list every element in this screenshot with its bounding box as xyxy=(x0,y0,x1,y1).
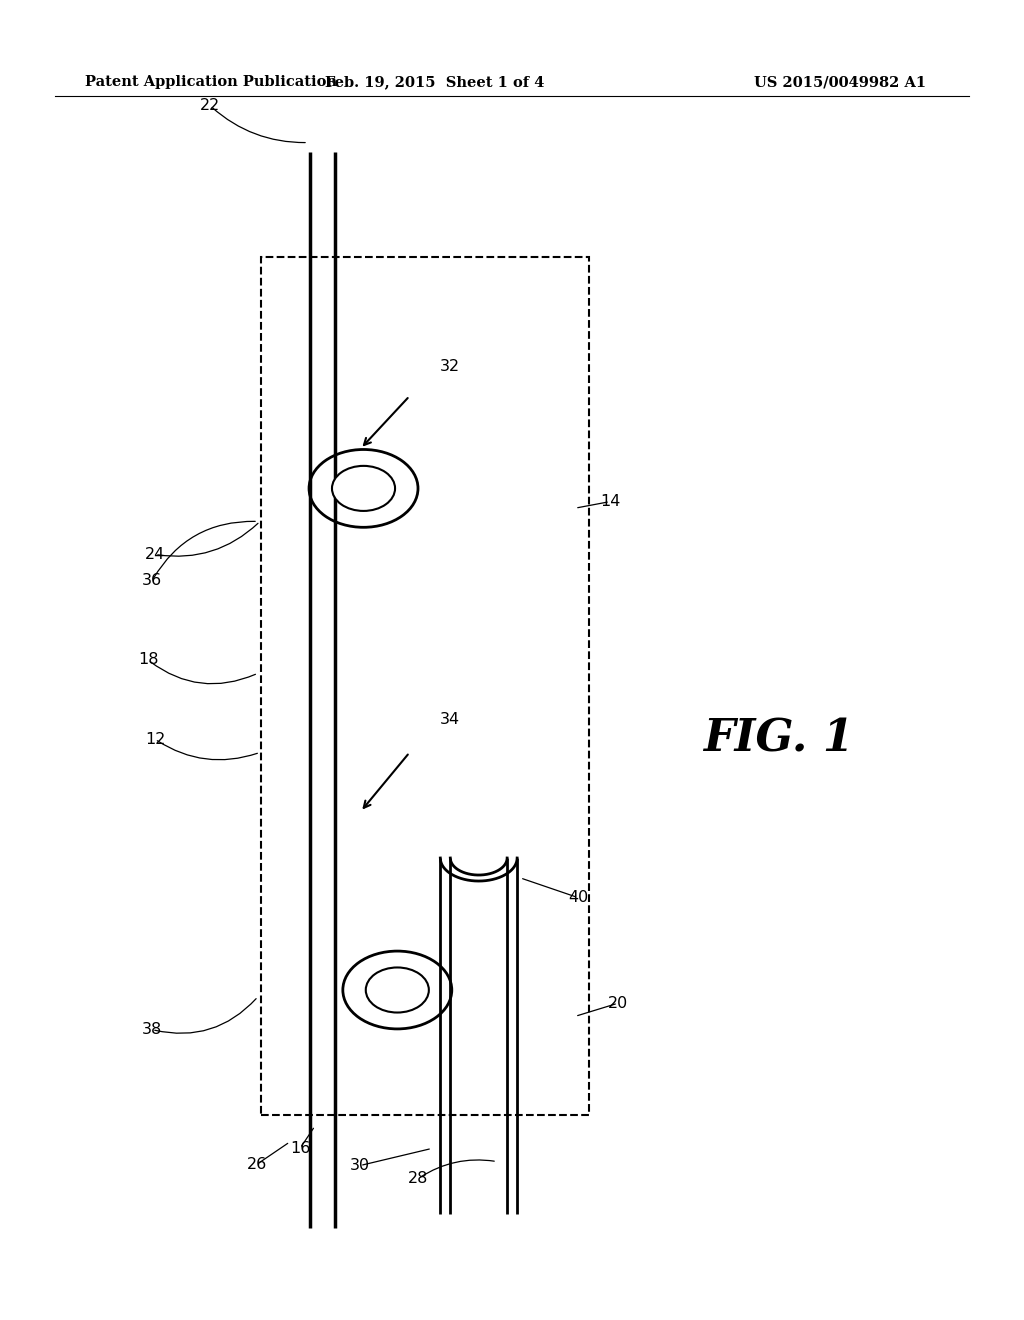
Text: 22: 22 xyxy=(200,98,220,114)
Ellipse shape xyxy=(366,968,429,1012)
Text: 36: 36 xyxy=(142,573,162,589)
Text: 24: 24 xyxy=(144,546,165,562)
Text: 40: 40 xyxy=(568,890,588,906)
Ellipse shape xyxy=(332,466,395,511)
Text: 18: 18 xyxy=(138,652,159,668)
Bar xyxy=(261,257,589,1115)
Text: Feb. 19, 2015  Sheet 1 of 4: Feb. 19, 2015 Sheet 1 of 4 xyxy=(326,75,545,88)
Text: 34: 34 xyxy=(439,711,460,727)
Text: Patent Application Publication: Patent Application Publication xyxy=(85,75,337,88)
Text: 16: 16 xyxy=(290,1140,310,1156)
Text: FIG. 1: FIG. 1 xyxy=(702,718,854,760)
Text: 38: 38 xyxy=(142,1022,162,1038)
Text: 26: 26 xyxy=(247,1156,267,1172)
Text: 28: 28 xyxy=(408,1171,428,1187)
Text: 14: 14 xyxy=(600,494,621,510)
Text: US 2015/0049982 A1: US 2015/0049982 A1 xyxy=(754,75,926,88)
Text: 12: 12 xyxy=(144,731,165,747)
Text: 32: 32 xyxy=(439,359,460,375)
Text: 30: 30 xyxy=(350,1158,370,1173)
Text: 20: 20 xyxy=(608,995,628,1011)
